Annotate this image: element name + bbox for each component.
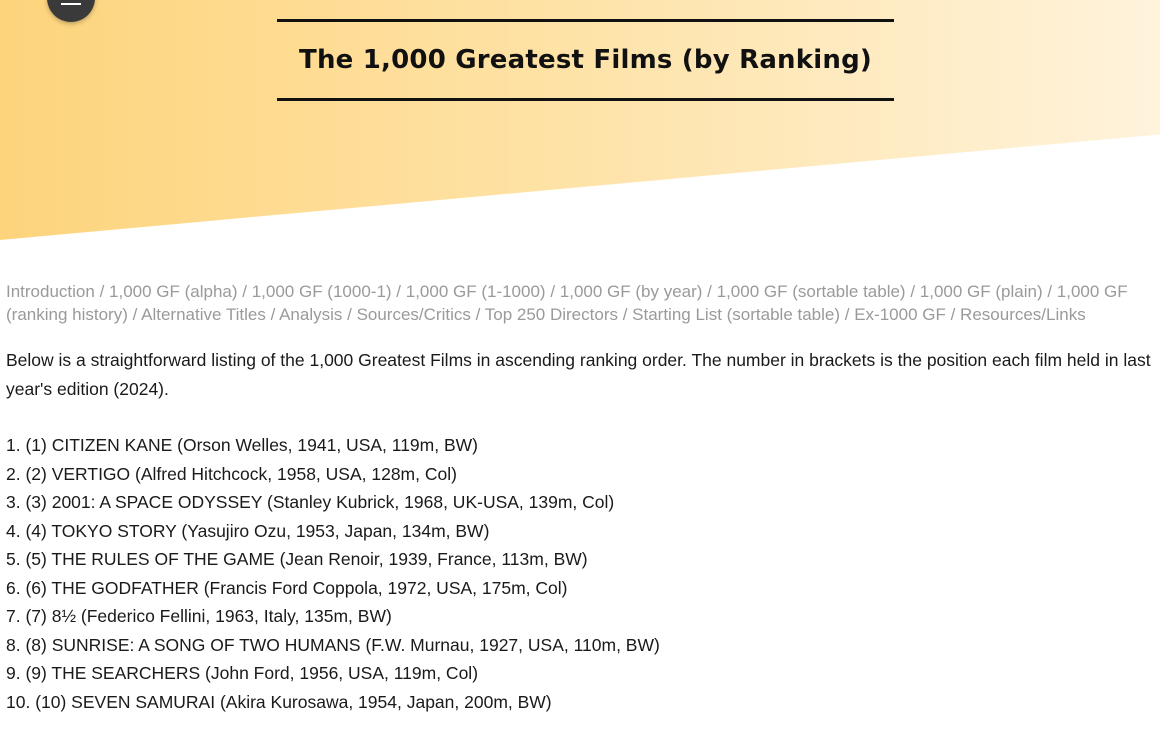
nav-link[interactable]: Ex-1000 GF <box>854 305 946 324</box>
nav-separator: / <box>265 305 280 324</box>
nav-link[interactable]: 1,000 GF (alpha) <box>109 282 238 301</box>
nav-separator: / <box>905 282 920 301</box>
film-list: 1. (1) CITIZEN KANE (Orson Welles, 1941,… <box>6 431 1156 716</box>
nav-separator: / <box>342 305 357 324</box>
nav-separator: / <box>127 305 142 324</box>
nav-separator: / <box>702 282 717 301</box>
nav-link[interactable]: Resources/Links <box>960 305 1086 324</box>
nav-link[interactable]: 1,000 GF (1-1000) <box>405 282 546 301</box>
menu-button[interactable] <box>47 0 95 22</box>
nav-link[interactable]: 1,000 GF (by year) <box>559 282 703 301</box>
film-list-item: 6. (6) THE GODFATHER (Francis Ford Coppo… <box>6 577 568 598</box>
nav-link[interactable]: Top 250 Directors <box>484 305 618 324</box>
main-content: Introduction / 1,000 GF (alpha) / 1,000 … <box>6 280 1156 716</box>
film-list-item: 1. (1) CITIZEN KANE (Orson Welles, 1941,… <box>6 435 478 455</box>
nav-separator: / <box>545 282 560 301</box>
film-list-item: 9. (9) THE SEARCHERS (John Ford, 1956, U… <box>6 663 479 683</box>
nav-link[interactable]: 1,000 GF (plain) <box>919 282 1043 301</box>
nav-link[interactable]: 1,000 GF (ranking history) <box>6 282 1128 324</box>
nav-link[interactable]: Starting List (sortable table) <box>632 305 841 324</box>
nav-separator: / <box>840 305 855 324</box>
nav-link[interactable]: Sources/Critics <box>356 305 471 324</box>
nav-separator: / <box>391 282 406 301</box>
nav-link[interactable]: 1,000 GF (1000-1) <box>251 282 392 301</box>
film-list-item: 4. (4) TOKYO STORY (Yasujiro Ozu, 1953, … <box>6 520 490 541</box>
nav-separator: / <box>94 282 110 301</box>
site-navigation: Introduction / 1,000 GF (alpha) / 1,000 … <box>6 280 1156 326</box>
film-list-item: 8. (8) SUNRISE: A SONG OF TWO HUMANS (F.… <box>6 634 660 655</box>
nav-separator: / <box>470 305 485 324</box>
page-title-box: The 1,000 Greatest Films (by Ranking) <box>277 19 894 101</box>
nav-separator: / <box>237 282 252 301</box>
page-title: The 1,000 Greatest Films (by Ranking) <box>299 45 872 75</box>
nav-link[interactable]: Introduction <box>6 282 95 301</box>
nav-link[interactable]: 1,000 GF (sortable table) <box>716 282 906 301</box>
nav-separator: / <box>945 305 961 324</box>
film-list-item: 2. (2) VERTIGO (Alfred Hitchcock, 1958, … <box>6 463 457 484</box>
film-list-item: 10. (10) SEVEN SAMURAI (Akira Kurosawa, … <box>6 691 552 712</box>
film-list-item: 7. (7) 8½ (Federico Fellini, 1963, Italy… <box>6 606 392 626</box>
nav-separator: / <box>1042 282 1057 301</box>
hamburger-menu-icon <box>61 3 81 5</box>
nav-link[interactable]: Alternative Titles <box>141 305 266 324</box>
intro-paragraph: Below is a straightforward listing of th… <box>6 350 1151 399</box>
film-list-item: 5. (5) THE RULES OF THE GAME (Jean Renoi… <box>6 549 588 569</box>
nav-link[interactable]: Analysis <box>279 305 343 324</box>
nav-separator: / <box>617 305 633 324</box>
film-list-item: 3. (3) 2001: A SPACE ODYSSEY (Stanley Ku… <box>6 492 615 512</box>
